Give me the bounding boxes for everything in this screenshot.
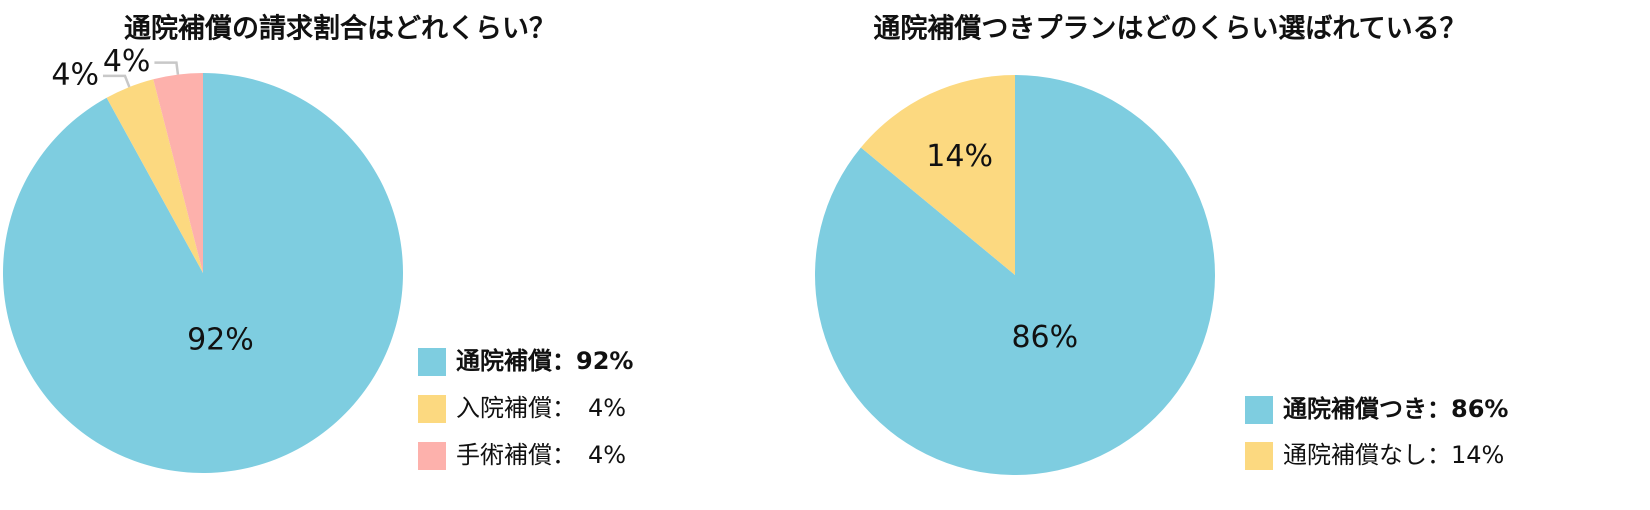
legend-swatch — [1245, 442, 1273, 470]
leader-line — [102, 74, 131, 88]
legend-text: 入院補償： 4% — [456, 394, 626, 422]
legend-swatch — [1245, 396, 1273, 424]
slice-label: 86% — [1011, 320, 1078, 355]
legend-swatch — [418, 442, 446, 470]
chart-title: 通院補償つきプランはどのくらい選ばれている？ — [873, 13, 1466, 45]
slice-label: 4% — [51, 57, 99, 92]
pie-slice — [860, 75, 1015, 275]
pie-slice — [106, 79, 203, 273]
leader-line — [154, 61, 180, 75]
legend-swatch — [418, 395, 446, 423]
pie-slice — [2, 73, 403, 474]
slice-label: 92% — [187, 322, 254, 357]
pie-slice — [153, 73, 203, 273]
legend-swatch — [418, 348, 446, 376]
chart-title: 通院補償の請求割合はどれくらい？ — [124, 13, 556, 45]
pie-slice — [814, 75, 1215, 475]
slice-label: 14% — [926, 139, 993, 174]
legend-text: 手術補償： 4% — [456, 441, 626, 469]
legend-text: 通院補償：92% — [456, 347, 633, 375]
legend-text: 通院補償なし：14% — [1283, 441, 1504, 469]
slice-label: 4% — [103, 44, 151, 79]
legend-text: 通院補償つき：86% — [1283, 395, 1508, 423]
